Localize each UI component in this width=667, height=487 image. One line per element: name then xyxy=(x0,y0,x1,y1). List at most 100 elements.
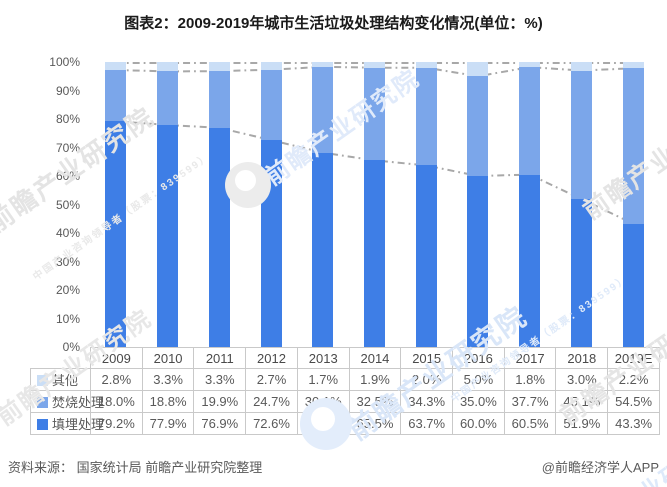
value-cell: 32.5% xyxy=(348,390,402,413)
bars-layer xyxy=(90,61,659,347)
bar-segment-焚烧处理-2012 xyxy=(260,69,282,141)
bar-segment-其他-2009 xyxy=(105,62,127,70)
table-row-其他: 其他 2.8% 3.3% 3.3% 2.7% 1.7% 1.9% 2.0% 5.0% 1.8% 3.… xyxy=(30,368,660,391)
value-cell: 24.7% xyxy=(245,390,298,413)
plot-area xyxy=(90,61,659,347)
table-row-填埋处理: 填埋处理 79.2% 77.9% 76.9% 72.6% 68.2% 65.5% 63.7% 6… xyxy=(30,412,660,435)
bar-segment-其他-2014 xyxy=(364,62,385,68)
bar-segment-其他-2017 xyxy=(519,62,541,68)
bar-segment-填埋处理-2018 xyxy=(570,199,592,347)
y-axis-tick-label: 50% xyxy=(55,197,80,212)
y-axis-tick-label: 60% xyxy=(55,169,80,183)
year-header-cell: 2015 xyxy=(400,347,454,369)
y-axis-tick-label: 40% xyxy=(55,226,80,240)
value-cell: 2.2% xyxy=(607,368,660,391)
value-cell: 77.9% xyxy=(141,412,195,435)
value-cell: 3.3% xyxy=(193,368,247,391)
value-cell: 37.7% xyxy=(503,390,557,413)
bar-segment-焚烧处理-2011 xyxy=(208,71,230,128)
value-cell: 63.7% xyxy=(400,412,454,435)
bar-segment-填埋处理-2013 xyxy=(312,152,334,347)
value-cell: 3.0% xyxy=(555,368,609,391)
legend-cell-填埋处理: 填埋处理 xyxy=(30,412,104,435)
bar-segment-焚烧处理-2014 xyxy=(364,67,385,161)
bar-segment-其他-2010 xyxy=(157,62,179,72)
bar-segment-其他-2013 xyxy=(312,62,334,67)
value-cell: 1.8% xyxy=(503,368,557,391)
bar-segment-其他-2018 xyxy=(570,62,592,71)
credit-text: @前瞻经济学人APP xyxy=(541,459,659,475)
legend-cell-其他: 其他 xyxy=(30,368,91,391)
bar-segment-其他-2012 xyxy=(260,62,282,70)
year-header-cell: 2009 xyxy=(90,347,143,369)
legend-cell-焚烧处理: 焚烧处理 xyxy=(30,390,104,413)
bar-segment-焚烧处理-2010 xyxy=(157,71,179,125)
value-cell: 1.7% xyxy=(296,368,350,391)
value-cell: 18.8% xyxy=(141,390,195,413)
bar-segment-焚烧处理-2017 xyxy=(519,67,541,175)
bar-segment-焚烧处理-2015 xyxy=(415,67,437,166)
year-header-cell: 2018 xyxy=(555,347,609,369)
source-text: 资料来源： 国家统计局 前瞻产业研究院整理 xyxy=(8,459,263,475)
y-axis-tick-label: 90% xyxy=(55,83,80,98)
year-header-cell: 2010 xyxy=(141,347,195,369)
y-axis-tick-label: 30% xyxy=(55,254,80,269)
bar-segment-填埋处理-2012 xyxy=(260,140,282,347)
value-cell: 54.5% xyxy=(607,390,660,413)
value-cell: 35.0% xyxy=(452,390,505,413)
year-header-cell: 2017 xyxy=(503,347,557,369)
bar-segment-填埋处理-2014 xyxy=(364,160,385,347)
value-cell: 2.7% xyxy=(245,368,298,391)
y-axis-tick-label: 10% xyxy=(55,311,80,326)
value-cell: 72.6% xyxy=(245,412,298,435)
value-cell: 19.9% xyxy=(193,390,247,413)
value-cell: 76.9% xyxy=(193,412,247,435)
bar-segment-填埋处理-2015 xyxy=(415,165,437,347)
table-row-years: 2009 2010 2011 2012 2013 2014 2015 2016 2017 2018… xyxy=(31,347,660,369)
bar-segment-其他-2011 xyxy=(208,61,230,72)
y-axis-tick-label: 100% xyxy=(49,55,80,69)
year-header-cell: 2019E xyxy=(607,347,660,369)
legend-swatch-icon xyxy=(37,419,48,430)
legend-swatch-icon xyxy=(37,375,48,386)
value-cell: 34.3% xyxy=(400,390,454,413)
bar-segment-填埋处理-2010 xyxy=(157,125,179,347)
value-cell: 60.5% xyxy=(503,412,557,435)
y-axis-tick-label: 20% xyxy=(55,283,80,297)
cumulative-line-填埋处理 xyxy=(115,120,634,225)
bar-segment-焚烧处理-2013 xyxy=(312,66,334,153)
value-cell: 30.1% xyxy=(296,390,350,413)
year-header-cell: 2016 xyxy=(452,347,505,369)
y-axis: 100% 90% 80% 70% 60% 50% 40% 30% 20% 10% 0% xyxy=(30,55,80,354)
value-cell: 43.3% xyxy=(607,412,660,435)
bar-segment-其他-2016 xyxy=(467,62,489,77)
value-cell: 65.5% xyxy=(348,412,402,435)
bar-segment-填埋处理-2019E xyxy=(622,223,644,347)
y-axis-tick-label: 70% xyxy=(55,140,80,155)
bar-segment-其他-2019E xyxy=(622,62,644,69)
value-cell: 3.3% xyxy=(141,368,195,391)
value-cell: 2.0% xyxy=(400,368,454,391)
bar-segment-填埋处理-2016 xyxy=(467,176,489,347)
value-cell: 51.9% xyxy=(555,412,609,435)
value-cell: 45.1% xyxy=(555,390,609,413)
value-cell: 1.9% xyxy=(348,368,402,391)
year-header-cell: 2013 xyxy=(296,347,350,369)
bar-segment-焚烧处理-2018 xyxy=(570,70,592,200)
value-cell: 60.0% xyxy=(452,412,505,435)
bar-segment-填埋处理-2011 xyxy=(208,127,230,347)
table-row-焚烧处理: 焚烧处理 18.0% 18.8% 19.9% 24.7% 30.1% 32.5% 34.3% 3… xyxy=(30,390,660,413)
value-cell: 5.0% xyxy=(452,368,505,391)
bar-segment-焚烧处理-2019E xyxy=(622,68,644,224)
value-cell: 2.8% xyxy=(90,368,143,391)
bar-segment-填埋处理-2009 xyxy=(105,121,127,347)
legend-swatch-icon xyxy=(37,397,48,408)
y-axis-tick-label: 80% xyxy=(55,112,80,126)
footer: 资料来源： 国家统计局 前瞻产业研究院整理 @前瞻经济学人APP xyxy=(8,456,659,476)
year-header-cell: 2012 xyxy=(245,347,298,369)
table-corner-cell xyxy=(31,348,91,369)
year-header-cell: 2014 xyxy=(348,347,402,369)
bar-segment-焚烧处理-2009 xyxy=(105,69,127,122)
bar-segment-其他-2015 xyxy=(415,62,437,68)
